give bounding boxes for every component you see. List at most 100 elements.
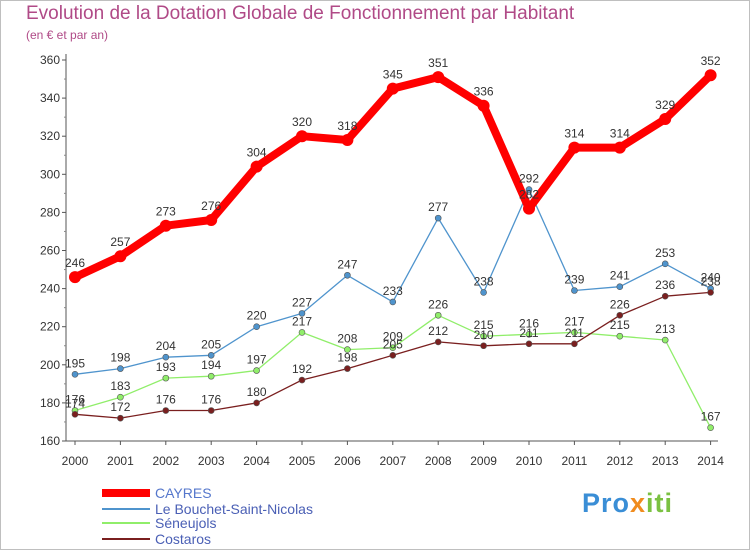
data-label: 183	[110, 379, 130, 393]
x-tick-label: 2013	[652, 454, 679, 468]
data-label: 220	[247, 309, 267, 323]
data-label: 172	[110, 400, 130, 414]
data-label: 176	[65, 393, 85, 407]
data-point	[434, 311, 442, 319]
data-label: 211	[565, 326, 584, 340]
data-label: 213	[655, 322, 675, 336]
data-point	[616, 311, 624, 319]
data-label: 226	[428, 297, 448, 311]
legend-label: Le Bouchet-Saint-Nicolas	[155, 501, 313, 517]
data-point	[616, 283, 624, 290]
data-label: 257	[110, 235, 130, 249]
data-label: 233	[383, 284, 403, 298]
data-label: 314	[564, 127, 584, 141]
data-label: 204	[156, 339, 176, 353]
data-label: 208	[337, 332, 357, 346]
data-point	[704, 69, 717, 82]
data-label: 345	[383, 68, 403, 82]
data-label: 180	[247, 385, 267, 399]
data-label: 209	[383, 330, 403, 344]
data-point	[523, 202, 535, 215]
x-tick-label: 2005	[289, 454, 316, 468]
y-tick-label: 160	[40, 434, 60, 448]
legend-label: CAYRES	[155, 485, 212, 501]
data-label: 198	[110, 351, 130, 365]
data-label: 205	[383, 337, 403, 351]
data-point	[296, 130, 308, 143]
data-label: 197	[247, 353, 267, 367]
data-point	[571, 329, 578, 336]
data-point	[480, 289, 487, 296]
data-label: 194	[201, 358, 221, 372]
y-tick-label: 200	[40, 358, 60, 372]
data-label: 236	[655, 278, 675, 292]
data-point	[661, 292, 669, 300]
data-point	[480, 342, 487, 350]
data-point	[344, 271, 351, 279]
data-point	[525, 331, 533, 338]
data-label: 282	[519, 188, 539, 202]
data-point	[162, 374, 170, 382]
data-label: 277	[428, 200, 448, 214]
data-label: 292	[519, 172, 539, 186]
y-tick-label: 360	[40, 53, 60, 67]
data-point	[253, 367, 260, 374]
data-label: 174	[65, 396, 85, 410]
value-labels: 195 198 204 205 220 227 247 233 277 238 292 239 241 2…	[65, 54, 721, 423]
data-label: 217	[564, 314, 584, 328]
data-label: 192	[292, 362, 312, 376]
data-label: 198	[337, 351, 357, 365]
data-label: 176	[201, 393, 221, 407]
data-label: 238	[474, 274, 494, 288]
data-label: 226	[610, 297, 630, 311]
data-point	[207, 407, 215, 414]
data-point	[298, 329, 306, 336]
data-label: 217	[292, 314, 312, 328]
proxiti-logo: Proxiti	[582, 488, 674, 518]
data-point	[707, 424, 714, 431]
data-point	[386, 82, 399, 95]
data-point	[114, 250, 127, 263]
data-point	[71, 411, 79, 418]
data-label: 253	[655, 246, 675, 260]
series-line	[71, 71, 715, 282]
data-point	[432, 71, 445, 84]
axes: 160 180 200 220 240 260 280 300 320 340 360 2000 200…	[40, 53, 724, 468]
data-point	[69, 271, 81, 284]
data-label: 241	[610, 269, 630, 283]
x-tick-label: 2010	[516, 454, 543, 468]
data-label: 195	[65, 356, 85, 370]
y-tick-label: 220	[40, 320, 60, 334]
data-label: 176	[156, 393, 176, 407]
series-group	[69, 69, 717, 431]
data-label: 167	[701, 410, 721, 424]
x-tick-label: 2011	[561, 454, 587, 468]
data-label: 193	[156, 360, 176, 374]
data-point	[250, 160, 263, 173]
data-point	[207, 372, 215, 380]
data-label: 227	[292, 295, 312, 309]
legend-label: Séneujols	[155, 515, 217, 531]
data-point	[159, 219, 172, 232]
data-point	[162, 407, 170, 414]
data-label: 351	[428, 56, 448, 70]
data-point	[117, 414, 124, 422]
legend-label: Costaros	[155, 531, 211, 547]
data-label: 352	[701, 54, 721, 68]
x-tick-label: 2001	[107, 454, 134, 468]
data-point	[71, 371, 79, 378]
data-point	[389, 298, 397, 306]
x-tick-label: 2000	[62, 454, 89, 468]
data-label: 304	[247, 146, 267, 160]
data-point	[389, 351, 397, 359]
data-label: 247	[337, 257, 357, 271]
data-label: 212	[428, 324, 448, 338]
data-label: 329	[655, 98, 675, 112]
data-point	[205, 214, 218, 227]
data-point	[525, 186, 533, 193]
y-tick-label: 300	[40, 167, 60, 181]
data-point	[389, 344, 397, 351]
